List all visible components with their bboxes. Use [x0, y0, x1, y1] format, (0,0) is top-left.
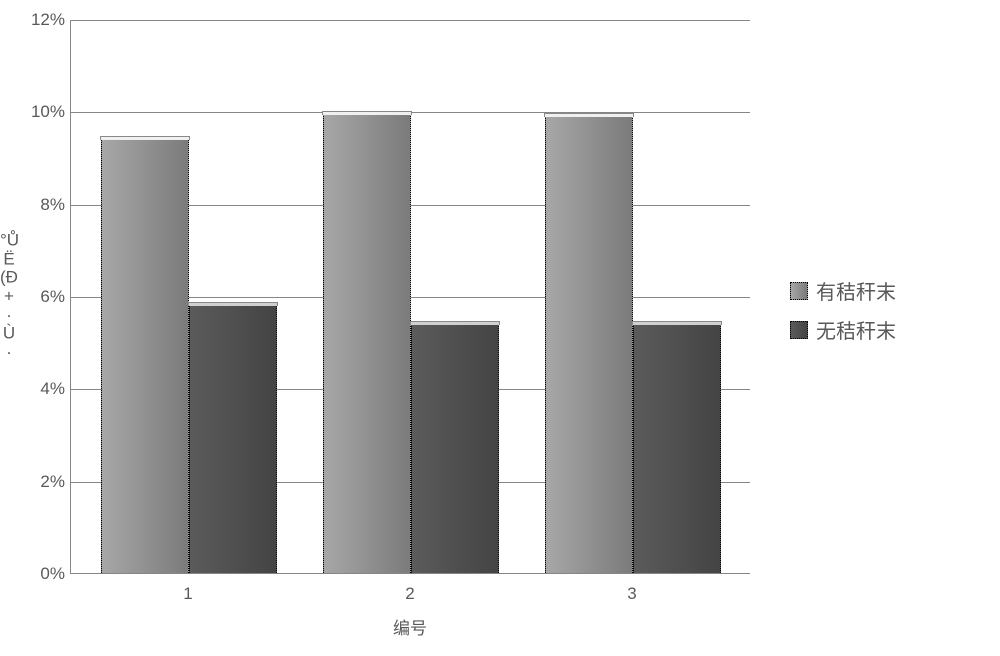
xtick-label: 3	[612, 584, 652, 604]
legend: 有秸秆末无秸秆末	[790, 276, 896, 354]
bar-cap	[544, 113, 634, 117]
ytick-label: 6%	[30, 287, 65, 307]
legend-label: 无秸秆末	[816, 315, 896, 344]
x-axis-label: 编号	[70, 614, 750, 639]
xtick-label: 1	[168, 584, 208, 604]
legend-item: 有秸秆末	[790, 276, 896, 305]
bar-cap	[632, 321, 722, 325]
plot-area	[70, 20, 750, 574]
bar-cap	[188, 302, 278, 306]
legend-swatch	[790, 282, 808, 300]
ytick-label: 12%	[30, 10, 65, 30]
bar-cap	[100, 136, 190, 140]
xtick-label: 2	[390, 584, 430, 604]
ytick-label: 0%	[30, 564, 65, 584]
bar	[633, 324, 721, 573]
gridline	[71, 20, 750, 21]
bar	[101, 139, 189, 573]
legend-swatch	[790, 321, 808, 339]
ytick-label: 2%	[30, 472, 65, 492]
bar-cap	[322, 111, 412, 115]
legend-label: 有秸秆末	[816, 276, 896, 305]
bar	[411, 324, 499, 573]
bar	[545, 116, 633, 573]
chart-container: °Ů Ë (Ð + · Ù · 编号 有秸秆末无秸秆末 0% 2% 4% 6% 8% 10…	[0, 0, 1000, 656]
legend-item: 无秸秆末	[790, 315, 896, 344]
ytick-label: 10%	[30, 102, 65, 122]
y-axis-label: °Ů Ë (Ð + · Ù ·	[0, 232, 18, 363]
ytick-label: 8%	[30, 195, 65, 215]
bar	[323, 114, 411, 573]
bar	[189, 305, 277, 573]
ytick-label: 4%	[30, 379, 65, 399]
bar-cap	[410, 321, 500, 325]
